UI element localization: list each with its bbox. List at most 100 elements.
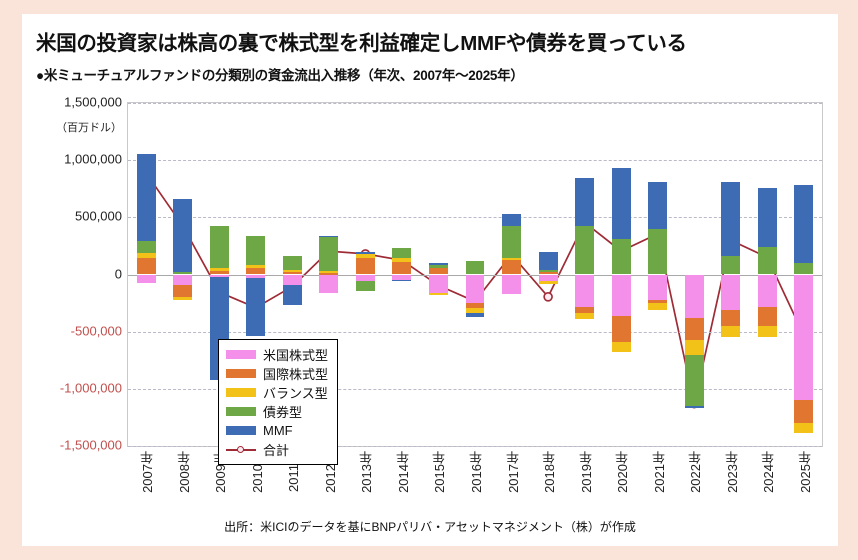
x-axis-tick-label: 2020年: [615, 451, 631, 493]
x-axis-tick-label: 2008年: [176, 451, 192, 493]
gridline: [128, 388, 822, 390]
legend-item[interactable]: 債券型: [226, 402, 328, 421]
bar-segment: [392, 280, 412, 282]
bar-stack: [757, 103, 777, 446]
bar-segment: [502, 258, 521, 260]
bar-segment: [173, 284, 193, 298]
bar-stack: [355, 103, 375, 446]
legend-item[interactable]: 合計: [226, 440, 328, 459]
bar-stack: [319, 103, 339, 446]
legend-item[interactable]: 米国株式型: [226, 345, 328, 364]
bar-segment: [575, 313, 595, 320]
bar-segment: [428, 263, 448, 266]
bar-segment: [648, 181, 668, 229]
bar-stack: [502, 103, 521, 446]
bar-segment: [611, 239, 631, 275]
bar-segment: [648, 228, 668, 275]
legend-color-swatch: [226, 388, 256, 397]
bar-segment: [392, 258, 412, 262]
bar-segment: [575, 274, 595, 307]
bar-segment: [246, 264, 266, 268]
bar-segment: [173, 199, 193, 273]
legend-item-label: 合計: [263, 443, 290, 458]
bar-stack: [392, 103, 412, 446]
bar-segment: [757, 306, 777, 326]
bar-segment: [721, 309, 741, 326]
bar-segment: [757, 187, 777, 248]
bar-segment: [684, 317, 704, 340]
legend-item[interactable]: 国際株式型: [226, 364, 328, 383]
bar-segment: [794, 274, 814, 401]
bar-segment: [136, 253, 156, 259]
bar-stack: [721, 103, 741, 446]
bar-segment: [721, 181, 741, 257]
bar-segment: [502, 226, 521, 259]
bar-segment: [502, 213, 521, 227]
bar-segment: [465, 313, 485, 317]
bar-segment: [392, 248, 412, 259]
x-axis-tick-label: 2007年: [140, 451, 156, 493]
bar-segment: [538, 272, 558, 275]
gridline: [128, 446, 822, 447]
x-axis-tick-label: 2017年: [505, 451, 521, 493]
bar-segment: [282, 274, 302, 285]
bar-stack: [611, 103, 631, 446]
chart-legend: 米国株式型国際株式型 バランス型債券型 MMF 合計: [218, 339, 339, 465]
bar-segment: [355, 258, 375, 275]
source-note: 出所：米ICIのデータを基にBNPパリバ・アセットマネジメント（株）が作成: [224, 520, 636, 534]
bar-segment: [209, 267, 229, 272]
bar-segment: [209, 226, 229, 268]
x-axis-tick-label: 2013年: [359, 451, 375, 493]
bar-segment: [282, 284, 302, 306]
bar-segment: [684, 339, 704, 355]
bar-segment: [465, 274, 485, 304]
bar-segment: [209, 274, 229, 277]
bar-segment: [282, 270, 302, 273]
bar-segment: [355, 251, 375, 254]
bar-stack: [428, 103, 448, 446]
gridline: [128, 331, 822, 333]
bar-segment: [648, 299, 668, 304]
x-axis-tick-label: 2022年: [688, 451, 704, 493]
bar-segment: [136, 274, 156, 284]
bar-segment: [319, 271, 339, 274]
bar-segment: [173, 274, 193, 285]
bar-segment: [721, 274, 741, 310]
bar-segment: [794, 263, 814, 275]
bar-stack: [538, 103, 558, 446]
x-axis-tick-label: 2024年: [761, 451, 777, 493]
bar-segment: [502, 259, 521, 275]
bar-segment: [392, 261, 412, 275]
bar-segment: [319, 235, 339, 237]
bar-segment: [575, 226, 595, 275]
bar-segment: [794, 185, 814, 264]
legend-item[interactable]: バランス型: [226, 383, 328, 402]
gridline: [128, 217, 822, 219]
x-axis-tick-label: 2016年: [469, 451, 484, 493]
bar-segment: [648, 274, 668, 300]
legend-color-swatch: [226, 369, 256, 378]
y-axis: 1,500,000 1,000,000 500,000 0 -500,000 -1,000…: [22, 95, 122, 453]
legend-item-label: MMF: [263, 423, 293, 438]
bar-segment: [319, 236, 339, 272]
x-axis-tick-label: 2018年: [542, 451, 558, 493]
x-axis-tick-label: 2019年: [578, 451, 594, 493]
bar-segment: [355, 274, 375, 282]
bar-segment: [209, 271, 229, 275]
bar-segment: [757, 325, 777, 338]
x-axis-tick-label: 2014年: [395, 451, 411, 493]
bar-segment: [757, 274, 777, 307]
legend-item-label: 債券型: [263, 405, 303, 420]
x-axis-tick-label: 2023年: [724, 451, 740, 493]
bar-segment: [538, 274, 558, 282]
legend-item[interactable]: MMF: [226, 421, 328, 440]
bar-segment: [465, 260, 485, 275]
bar-segment: [355, 281, 375, 291]
y-axis-tick: 500,000: [75, 208, 122, 224]
bar-segment: [428, 274, 448, 293]
bar-stack: [136, 103, 156, 446]
legend-line-swatch: [226, 445, 256, 454]
y-axis-tick: 1,500,000: [64, 94, 122, 110]
chart-subtitle: ●米ミューチュアルファンドの分類別の資金流出入推移（年次、2007年～2025年…: [36, 68, 524, 83]
legend-item-label: 国際株式型: [263, 367, 329, 382]
